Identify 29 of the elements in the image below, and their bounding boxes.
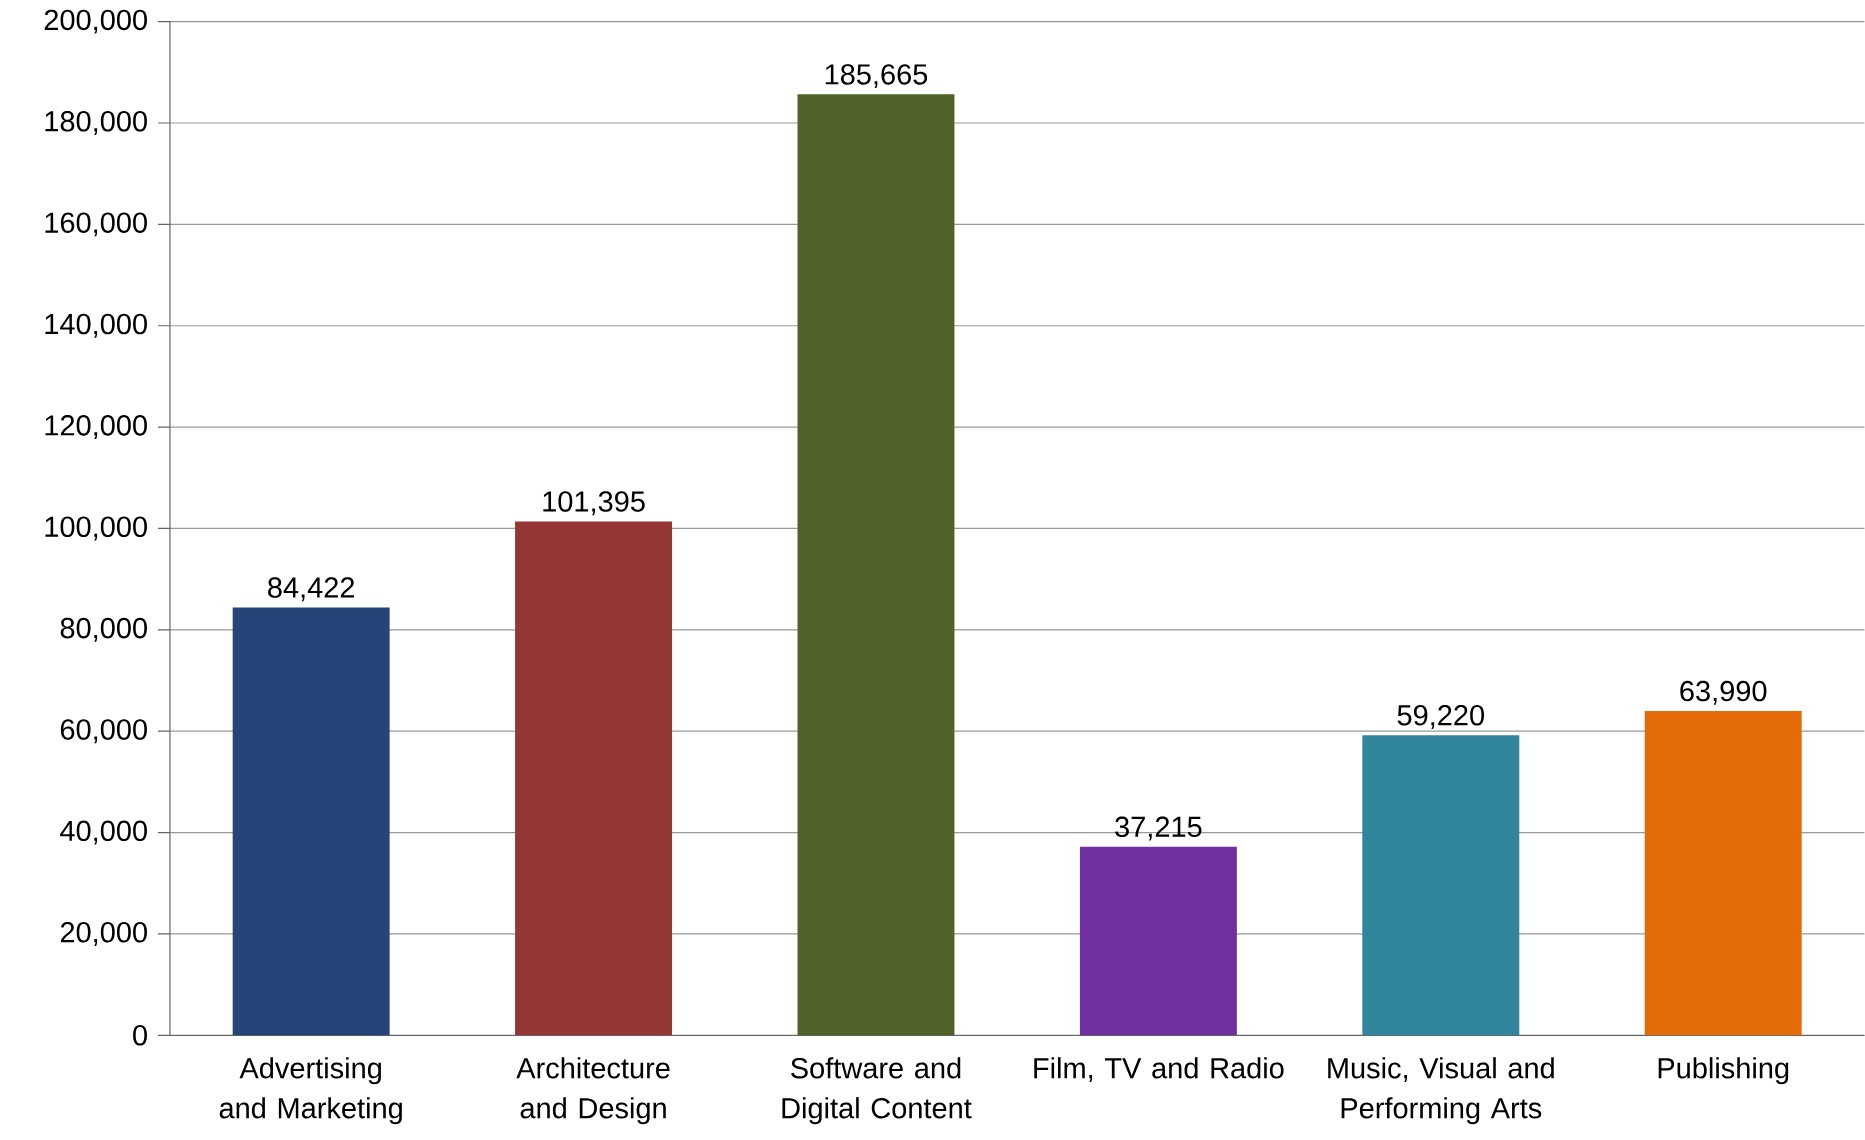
bar bbox=[1079, 846, 1237, 1036]
bar bbox=[232, 607, 390, 1036]
x-tick-label: Publishing bbox=[1658, 1057, 1789, 1085]
y-tick-label: 160,000 bbox=[45, 212, 147, 237]
data-label: 63,990 bbox=[1680, 680, 1767, 705]
x-tick-label: Advertising and Marketing bbox=[219, 1057, 402, 1125]
x-tick-label: Architecture and Design bbox=[516, 1057, 670, 1125]
data-label: 84,422 bbox=[268, 577, 355, 602]
bar bbox=[515, 521, 673, 1036]
y-tick-label: 60,000 bbox=[60, 719, 147, 744]
bar bbox=[797, 94, 955, 1036]
y-tick-label: 140,000 bbox=[45, 313, 147, 338]
y-tick-label: 20,000 bbox=[60, 921, 147, 946]
data-label: 37,215 bbox=[1115, 816, 1202, 841]
x-tick-label: Film, TV and Radio bbox=[1034, 1057, 1284, 1082]
y-tick-label: 100,000 bbox=[45, 516, 147, 541]
y-tick-label: 200,000 bbox=[44, 9, 147, 34]
data-label: 101,395 bbox=[543, 491, 645, 516]
bar bbox=[1644, 710, 1802, 1036]
x-tick-label: Music, Visual and Performing Arts bbox=[1328, 1057, 1554, 1125]
x-tick-label: Software and Digital Content bbox=[782, 1057, 972, 1125]
y-tick-label: 180,000 bbox=[45, 110, 147, 135]
y-tick-label: 80,000 bbox=[60, 617, 147, 642]
y-tick-label: 120,000 bbox=[45, 414, 147, 439]
bar bbox=[1362, 735, 1520, 1036]
y-tick-label: 0 bbox=[133, 1024, 147, 1046]
y-tick-label: 40,000 bbox=[60, 820, 147, 845]
data-label: 185,665 bbox=[825, 63, 928, 88]
data-label: 59,220 bbox=[1397, 704, 1484, 729]
